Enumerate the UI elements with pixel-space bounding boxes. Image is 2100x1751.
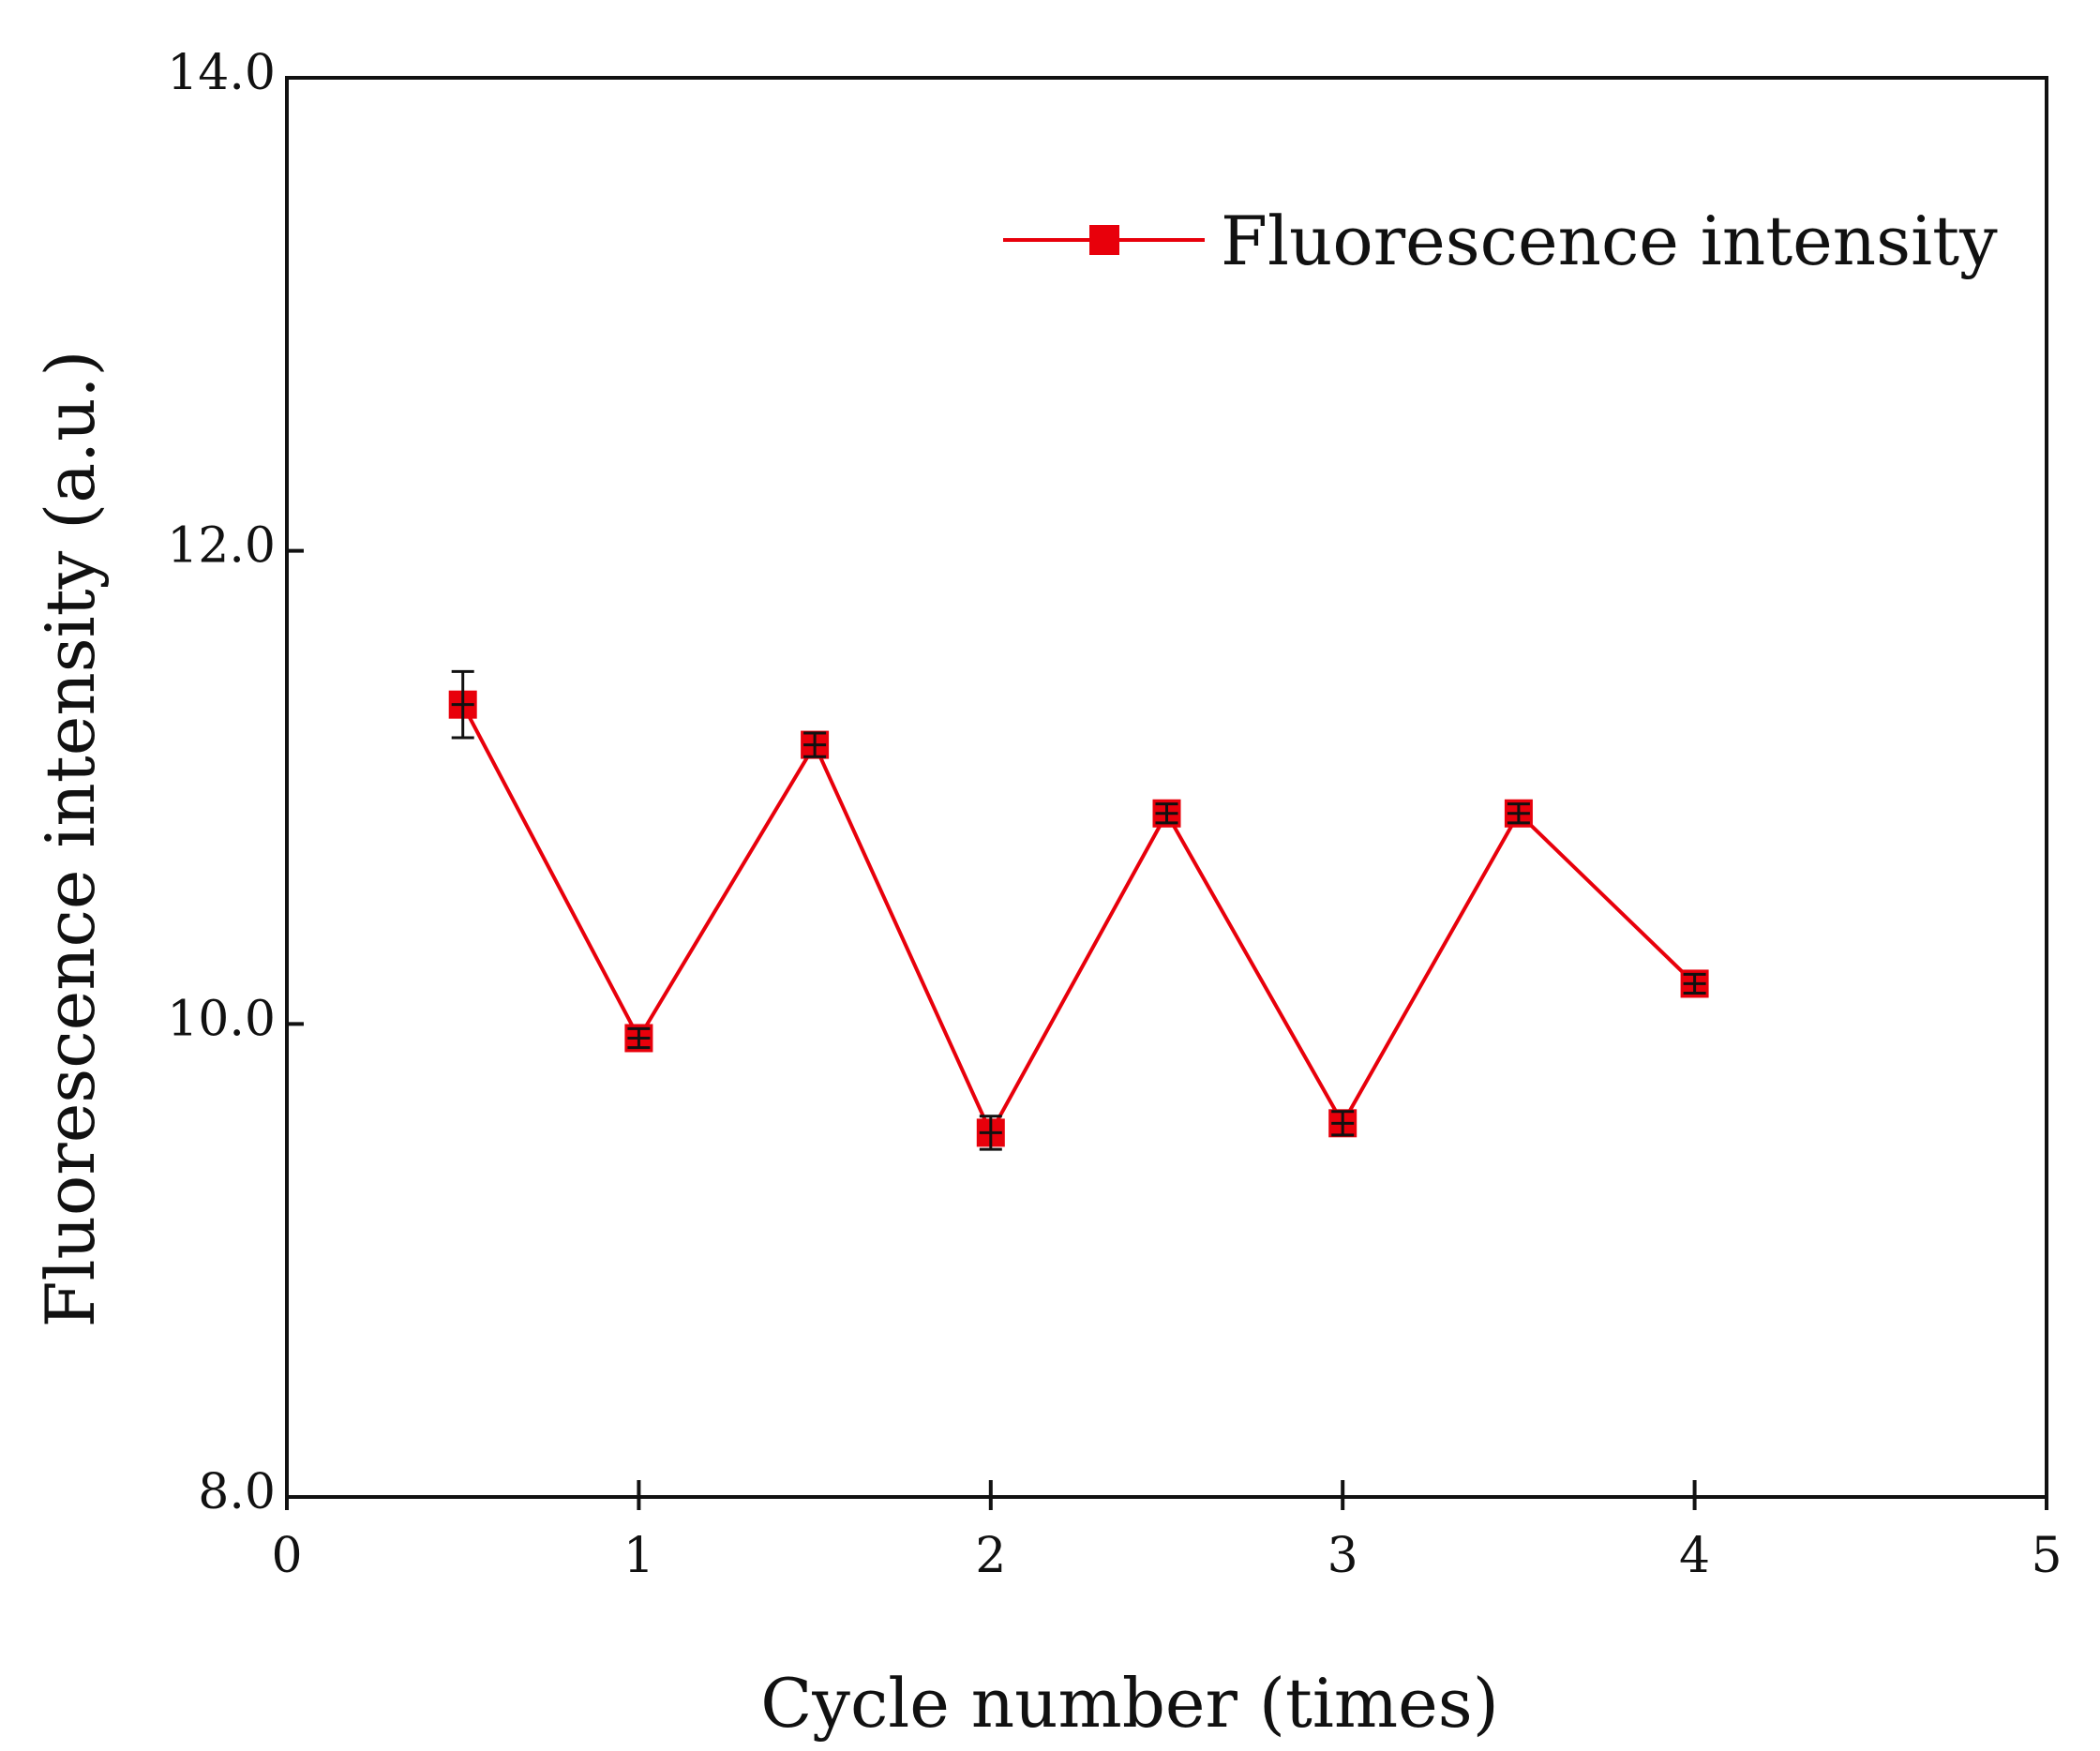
legend-label: Fluorescence intensity: [1221, 202, 1998, 280]
y-tick-label: 12.0: [167, 518, 276, 575]
y-tick-label: 10.0: [167, 991, 276, 1047]
plot-area: [285, 76, 2048, 1499]
y-tick-label: 8.0: [198, 1464, 276, 1520]
x-tick-label: 3: [1328, 1528, 1358, 1584]
x-tick-label: 0: [271, 1528, 302, 1584]
series-layer: [448, 669, 1709, 1151]
data-point: [801, 730, 830, 759]
x-tick-label: 4: [1679, 1528, 1710, 1584]
y-axis: 8.0 10.0 12.0 14.0: [167, 45, 304, 1520]
data-point: [1328, 1109, 1358, 1138]
y-axis-label: Fluorescence intensity (a.u.): [31, 351, 110, 1328]
data-point: [448, 669, 477, 740]
x-tick-label: 1: [623, 1528, 654, 1584]
data-point: [624, 1024, 653, 1053]
legend-marker: [1089, 225, 1119, 255]
x-tick-label: 5: [2031, 1528, 2062, 1584]
data-point: [1680, 969, 1709, 998]
x-axis: 0 1 2 3 4 5: [271, 1480, 2062, 1584]
legend: Fluorescence intensity: [1003, 202, 1998, 280]
x-tick-label: 2: [975, 1528, 1006, 1584]
data-point: [1152, 799, 1181, 828]
data-point: [976, 1115, 1005, 1151]
data-point: [1504, 799, 1533, 828]
y-tick-label: 14.0: [167, 45, 276, 101]
x-axis-label: Cycle number (times): [760, 1664, 1499, 1743]
series-line: [460, 703, 1696, 1137]
